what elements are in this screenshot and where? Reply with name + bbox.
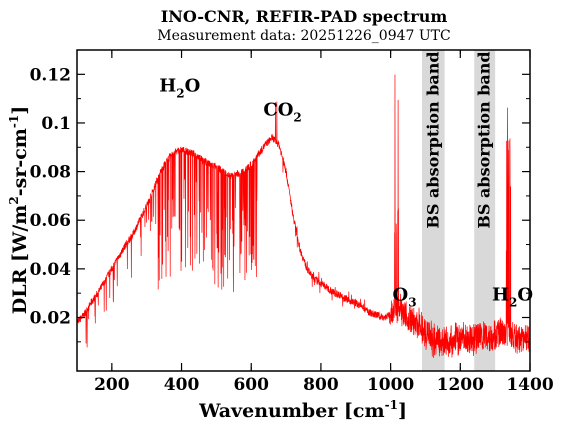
- chart-title: INO-CNR, REFIR-PAD spectrum: [161, 7, 448, 26]
- band-label-1: BS absorption band: [475, 51, 494, 228]
- x-tick-label: 1000: [367, 375, 414, 395]
- absorption-band-1: [474, 50, 496, 371]
- x-tick-label: 600: [233, 375, 269, 395]
- annotation-3: H2O: [492, 284, 533, 309]
- absorption-bands: [421, 50, 496, 371]
- series-layer: [76, 74, 531, 363]
- annotation-0: H2O: [159, 75, 200, 100]
- y-axis-label-part3: ]: [9, 106, 31, 115]
- annotation-2: O3: [393, 284, 417, 309]
- x-tick-label: 800: [303, 375, 339, 395]
- x-tick-label: 200: [94, 375, 130, 395]
- plot-frame: [76, 49, 531, 372]
- y-axis-label-sup1: 2: [7, 196, 21, 204]
- x-axis-label-close: ]: [398, 400, 407, 422]
- chart-subtitle: Measurement data: 20251226_0947 UTC: [157, 28, 450, 44]
- x-tick-label: 400: [164, 375, 200, 395]
- absorption-band-0: [421, 50, 445, 371]
- annotation-1: CO2: [263, 100, 301, 125]
- y-tick-label: 0.1: [41, 114, 71, 134]
- y-axis-label-part2: -sr-cm: [9, 128, 31, 196]
- x-axis-label-main: Wavenumber [cm: [198, 400, 385, 422]
- y-tick-label: 0.04: [30, 260, 72, 280]
- y-tick-label: 0.02: [30, 309, 71, 329]
- annotations: H2O CO2 O3 H2O: [159, 75, 533, 309]
- y-axis-label: DLR [W/m2-sr-cm-1]: [7, 106, 31, 314]
- y-tick-label: 0.06: [30, 211, 71, 231]
- y-axis-label-part1: DLR [W/m: [9, 205, 31, 315]
- x-tick-label: 1200: [437, 375, 484, 395]
- band-labels: BS absorption band BS absorption band: [423, 51, 493, 228]
- y-axis-label-sup2: -1: [7, 115, 21, 128]
- y-tick-label: 0.12: [30, 65, 71, 85]
- y-tick-label: 0.08: [30, 163, 71, 183]
- x-axis-label-sup: -1: [385, 398, 398, 412]
- x-axis-label: Wavenumber [cm-1]: [198, 398, 407, 422]
- x-tick-label: 1400: [506, 375, 553, 395]
- spectrum-line: [76, 74, 531, 363]
- ticks-layer: 200 400 600 800 1000 1200 1400 0.02 0.04 0.06 0.08…: [30, 50, 554, 395]
- band-label-0: BS absorption band: [423, 51, 442, 228]
